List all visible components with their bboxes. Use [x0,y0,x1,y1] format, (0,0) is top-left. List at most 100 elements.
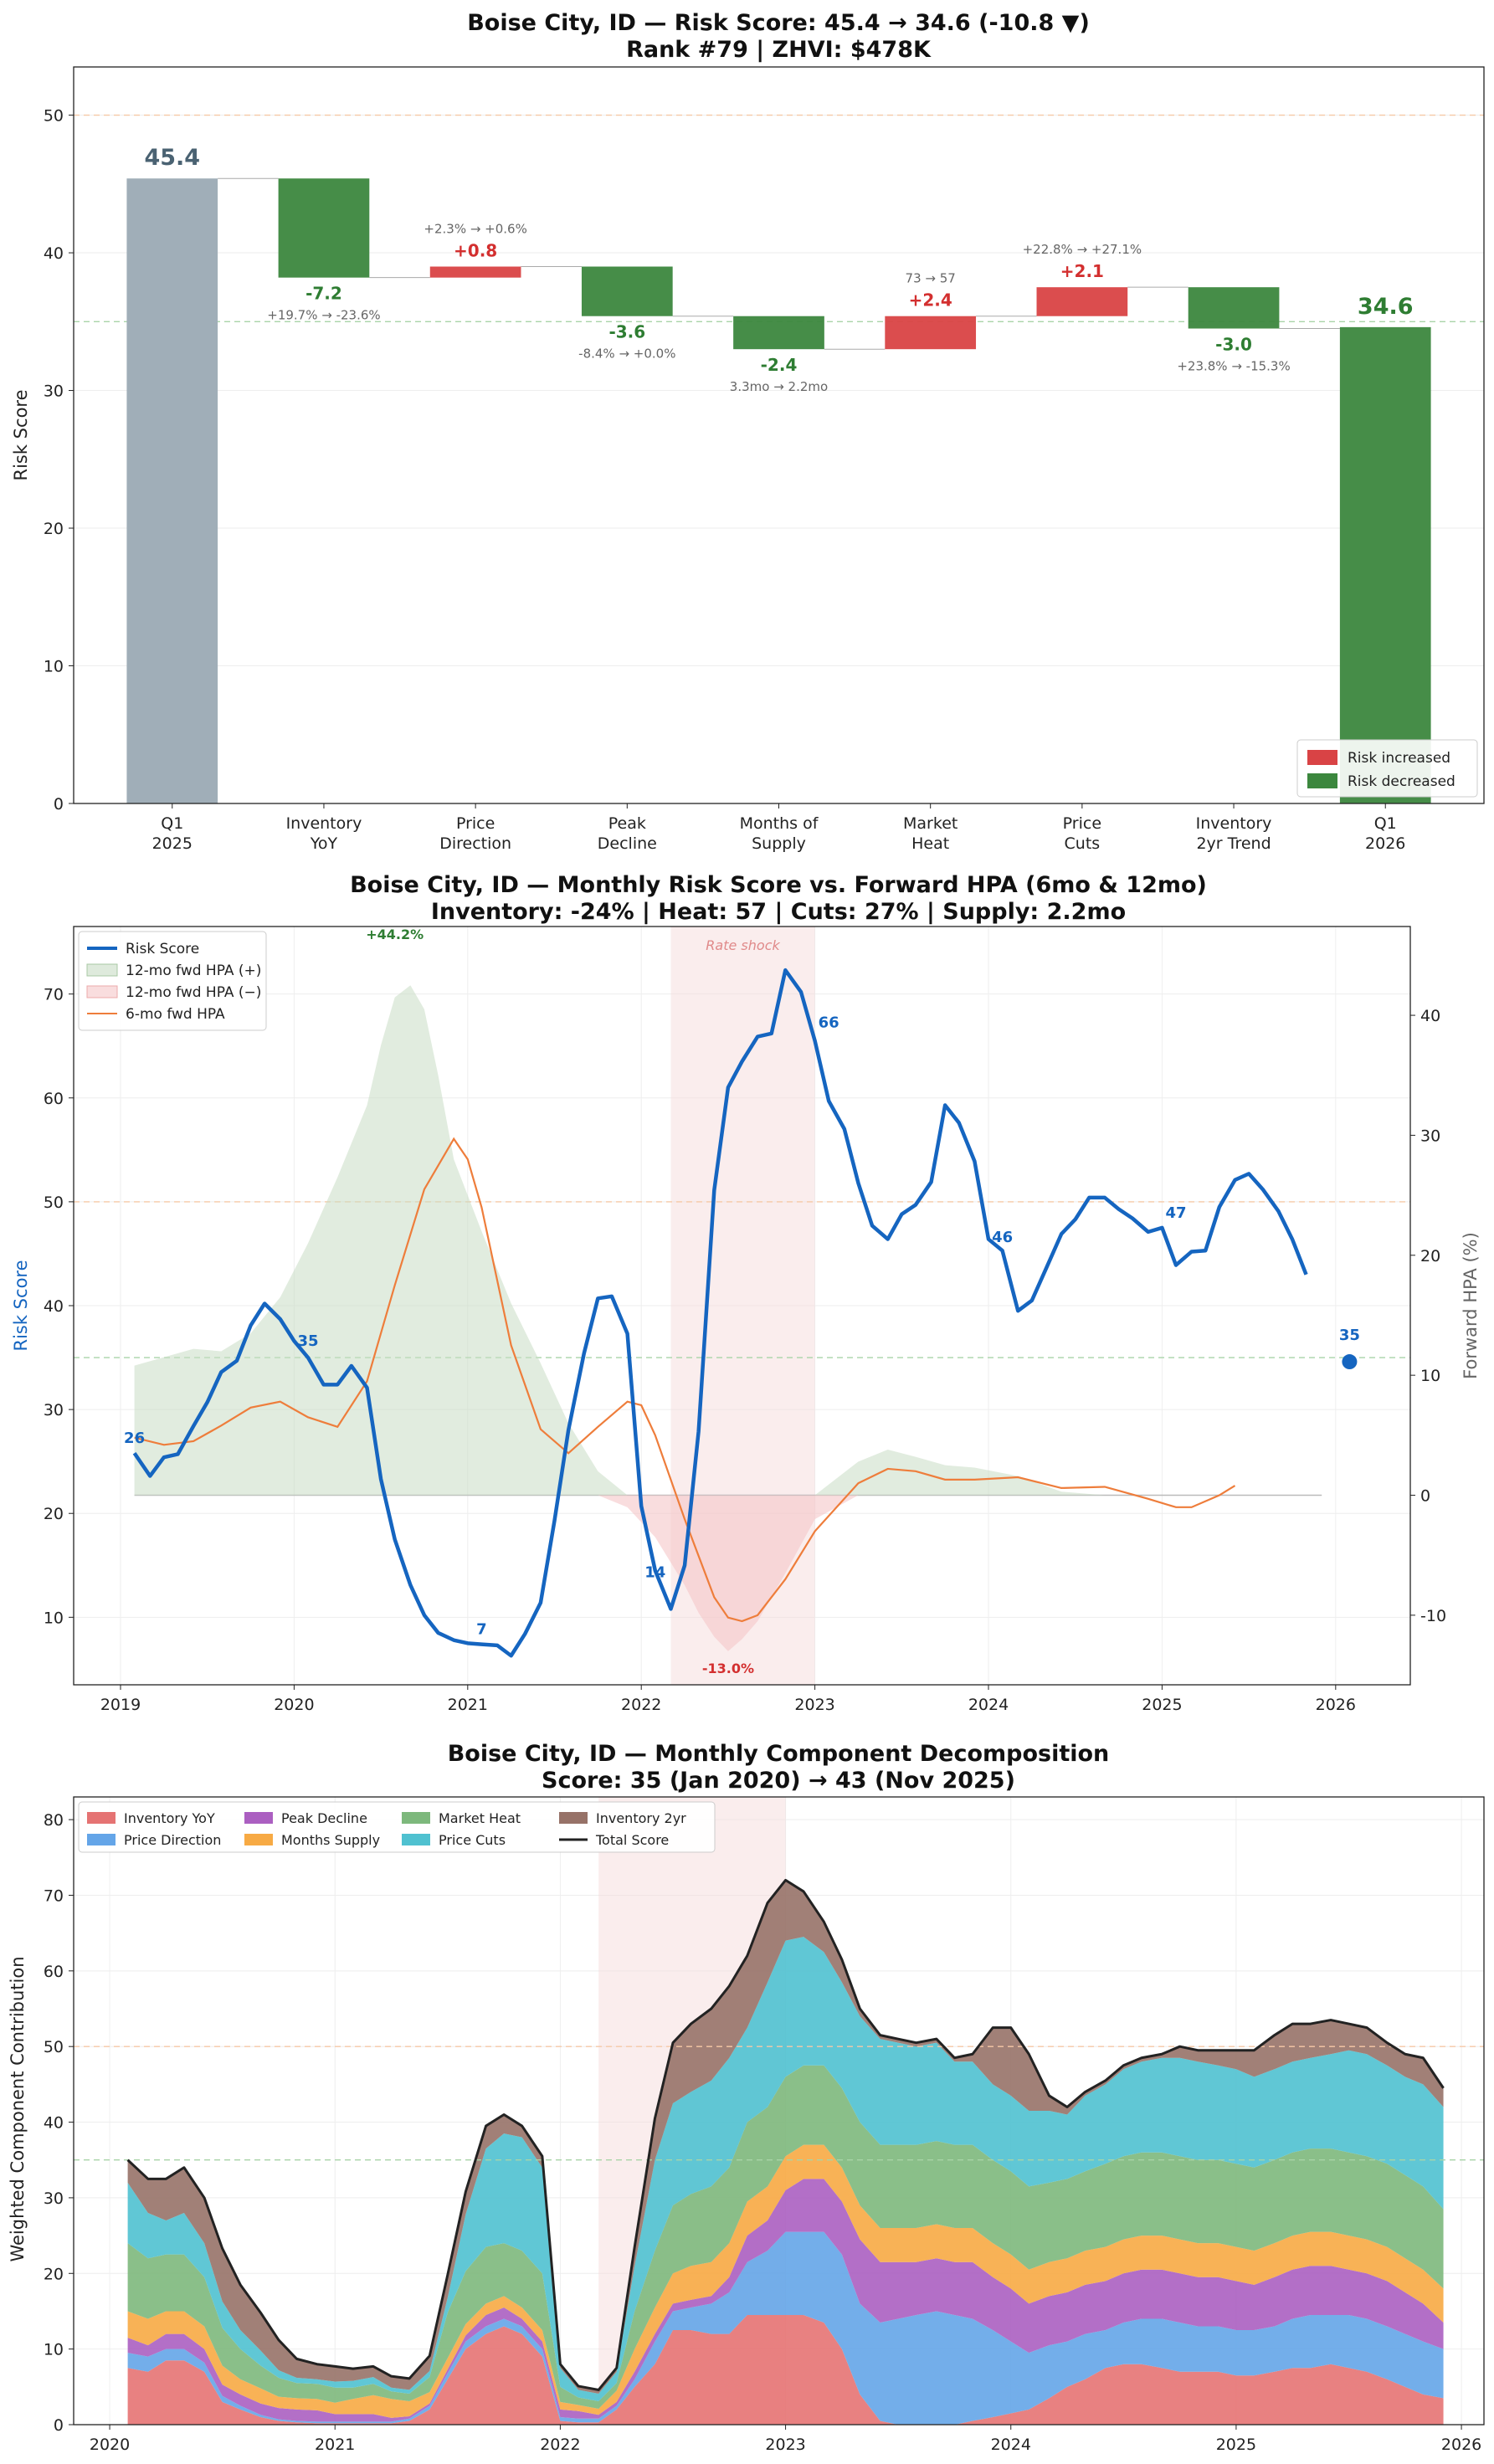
waterfall-bars [126,178,1431,803]
legend-label-hpa-pos: 12-mo fwd HPA (+) [126,963,261,979]
risk-point-label: 7 [476,1621,487,1639]
waterfall-bar-3 [429,266,521,278]
decomposition-y-tick-label: 0 [54,2416,64,2435]
legend-swatch-decrease [1307,773,1337,788]
waterfall-x-tick-label: 2026 [1365,834,1405,853]
decomposition-y-tick-label: 70 [44,1887,64,1905]
waterfall-delta-label: -7.2 [305,284,342,304]
risk-hpa-panel: Boise City, ID — Monthly Risk Score vs. … [11,872,1481,1714]
legend-swatch-component [244,1812,273,1824]
waterfall-bar-1 [126,178,218,803]
risk-hpa-legend[interactable]: Risk Score 12-mo fwd HPA (+) 12-mo fwd H… [78,931,267,1031]
risk-y-tick-label: 10 [44,1609,64,1627]
decomposition-axes-frame [73,1796,1485,2426]
waterfall-x-tick-label: Q1 [1374,814,1397,833]
hpa-y-tick-label: 30 [1420,1127,1440,1145]
legend-label-component: Total Score [595,1832,669,1848]
current-score-label: 35 [1339,1327,1360,1344]
waterfall-x-tick-label: Decline [598,834,657,853]
waterfall-delta-label: +0.8 [454,241,497,261]
waterfall-legend[interactable]: Risk increased Risk decreased [1296,739,1478,798]
risk-point-label: 66 [819,1014,839,1031]
waterfall-detail-label: +2.3% → +0.6% [424,222,526,237]
legend-swatch-component [402,1834,430,1845]
hpa6-line-group [134,1137,1236,1623]
area-price-direction [127,2231,1444,2425]
decomposition-x-tick-label: 2023 [765,2436,805,2454]
legend-label-increase: Risk increased [1348,750,1450,767]
risk-hpa-x-tick-label: 2020 [274,1696,314,1714]
risk-point-label: 14 [644,1563,665,1581]
legend-label-component: Months Supply [281,1832,380,1848]
risk-score-point-labels: 26 35 7 14 66 46 47 35 +44.2% -13.0% [124,927,1360,1676]
hpa-y-tick-label: -10 [1420,1607,1446,1625]
hpa-y-tick-label: 10 [1420,1367,1440,1385]
decomposition-reference-lines [74,2046,1484,2161]
risk-score-line-group [132,968,1308,1658]
decomposition-legend-box [78,1801,716,1853]
legend-swatch-increase [1307,750,1337,765]
decomposition-panel: Boise City, ID — Monthly Component Decom… [8,1741,1485,2454]
legend-label-component: Inventory 2yr [596,1810,686,1826]
waterfall-detail-label: -8.4% → +0.0% [578,346,675,362]
waterfall-x-tick-label: 2025 [152,834,193,853]
risk-point-label: 35 [297,1332,318,1350]
hpa12-areas [134,985,1322,1651]
waterfall-bar-8 [1188,287,1280,329]
waterfall-y-tick-label: 50 [44,107,64,126]
risk-hpa-x-tick-label: 2021 [448,1696,488,1714]
area-inventory-yoy [127,2314,1444,2425]
waterfall-delta-label: -3.6 [608,322,645,342]
hpa12-min-label: -13.0% [702,1661,754,1676]
legend-swatch-component [559,1812,588,1824]
legend-label-component: Price Cuts [439,1832,506,1848]
hpa6-line [134,1137,1236,1623]
risk-hpa-x-tick-label: 2023 [794,1696,834,1714]
risk-point-label: 46 [992,1229,1013,1246]
legend-label-component: Market Heat [439,1810,521,1826]
decomposition-title: Boise City, ID — Monthly Component Decom… [448,1741,1110,1767]
waterfall-bar-5 [733,316,824,350]
waterfall-x-tick-label: Inventory [286,814,362,833]
waterfall-detail-label: +19.7% → -23.6% [267,308,380,323]
legend-label-hpa6: 6-mo fwd HPA [126,1006,225,1023]
waterfall-x-tick-label: Inventory [1196,814,1272,833]
total-score-line-group [126,1878,1445,2391]
rate-shock-label: Rate shock [706,937,780,953]
waterfall-bar-4 [581,266,673,316]
waterfall-x-tick-label: Q1 [161,814,183,833]
decomposition-x-ticks: 2020 2021 2022 2023 2024 2025 2026 [90,2425,1481,2454]
area-market-heat [127,2065,1444,2410]
hpa-y-tick-label: 20 [1420,1247,1440,1265]
decomposition-areas [127,1880,1444,2425]
waterfall-panel: Boise City, ID — Risk Score: 45.4 → 34.6… [11,10,1485,853]
waterfall-x-tick-label: Price [456,814,495,833]
area-price-cuts [127,1937,1444,2401]
waterfall-x-tick-label: Peak [608,814,646,833]
decomposition-x-tick-label: 2025 [1216,2436,1256,2454]
legend-swatch-hpa-neg [86,985,118,998]
legend-label-component: Peak Decline [281,1810,367,1826]
decomposition-x-tick-label: 2021 [315,2436,355,2454]
waterfall-bar-2 [278,178,370,278]
risk-hpa-x-tick-label: 2025 [1142,1696,1182,1714]
hpa12-max-label: +44.2% [366,927,424,942]
waterfall-delta-label: +2.1 [1060,261,1104,281]
waterfall-total-label: 45.4 [144,145,200,171]
decomposition-y-tick-label: 20 [44,2265,64,2283]
risk-y-tick-label: 70 [44,986,64,1004]
legend-label-component: Inventory YoY [124,1810,215,1826]
waterfall-detail-label: +22.8% → +27.1% [1023,242,1142,257]
legend-swatch-component [244,1834,273,1845]
risk-point-label: 26 [124,1430,145,1447]
hpa-y-ticks-right: -10 0 10 20 30 40 [1410,1007,1446,1625]
waterfall-delta-label: -2.4 [761,355,798,375]
hpa-y-label: Forward HPA (%) [1461,1232,1481,1379]
waterfall-x-tick-label: Heat [911,834,949,853]
legend-label-decrease: Risk decreased [1348,773,1455,790]
legend-swatch-component [87,1834,116,1845]
area-months-supply [127,2144,1444,2418]
risk-hpa-legend-box [78,931,267,1031]
decomposition-legend[interactable]: Inventory YoY Price Direction Peak Decline… [78,1801,716,1853]
